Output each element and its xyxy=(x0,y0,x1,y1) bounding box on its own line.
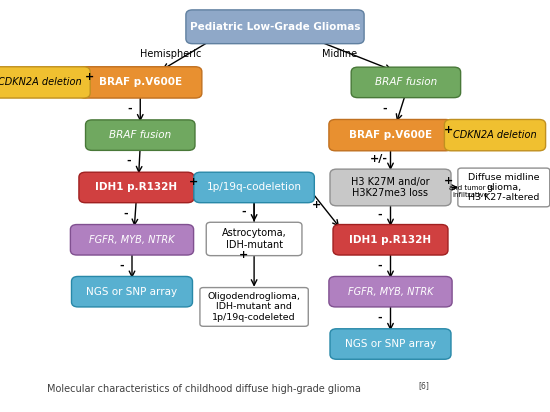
Text: CDKN2A deletion: CDKN2A deletion xyxy=(453,130,537,140)
Text: Hemispheric: Hemispheric xyxy=(140,49,201,59)
Text: -: - xyxy=(128,104,132,114)
Text: CDKN2A deletion: CDKN2A deletion xyxy=(0,77,81,87)
Text: +: + xyxy=(85,72,95,82)
Text: -: - xyxy=(377,261,382,271)
Text: -: - xyxy=(377,210,382,220)
Text: +: + xyxy=(444,125,453,135)
Text: -: - xyxy=(119,261,124,271)
FancyBboxPatch shape xyxy=(458,168,550,207)
FancyBboxPatch shape xyxy=(330,169,451,206)
Text: -: - xyxy=(241,206,246,216)
Text: Diffuse midline
glioma,
H3 K27-altered: Diffuse midline glioma, H3 K27-altered xyxy=(468,173,540,202)
Text: +: + xyxy=(444,176,453,186)
Text: [6]: [6] xyxy=(418,381,429,390)
FancyBboxPatch shape xyxy=(329,119,452,151)
FancyBboxPatch shape xyxy=(72,276,192,307)
FancyBboxPatch shape xyxy=(333,225,448,255)
FancyBboxPatch shape xyxy=(330,329,451,359)
Text: NGS or SNP array: NGS or SNP array xyxy=(345,339,436,349)
Text: NGS or SNP array: NGS or SNP array xyxy=(86,287,178,297)
Text: +: + xyxy=(312,200,321,210)
Text: Pediatric Low-Grade Gliomas: Pediatric Low-Grade Gliomas xyxy=(190,22,360,32)
FancyBboxPatch shape xyxy=(329,276,452,307)
Text: Oligodendroglioma,
IDH-mutant and
1p/19q-codeleted: Oligodendroglioma, IDH-mutant and 1p/19q… xyxy=(208,292,300,322)
Text: -: - xyxy=(377,313,382,323)
FancyBboxPatch shape xyxy=(206,222,302,255)
Text: 1p/19q-codeletion: 1p/19q-codeletion xyxy=(207,183,301,192)
Text: -: - xyxy=(383,103,387,113)
FancyBboxPatch shape xyxy=(194,172,315,203)
Text: -: - xyxy=(123,208,128,218)
FancyBboxPatch shape xyxy=(79,67,202,98)
Text: +/-: +/- xyxy=(370,154,387,164)
Text: +: + xyxy=(239,250,248,260)
Text: Midline: Midline xyxy=(322,49,358,59)
FancyBboxPatch shape xyxy=(70,225,194,255)
FancyBboxPatch shape xyxy=(444,119,546,151)
Text: Astrocytoma,
IDH-mutant: Astrocytoma, IDH-mutant xyxy=(222,228,287,250)
Text: BRAF p.V600E: BRAF p.V600E xyxy=(98,77,182,87)
Text: BRAF p.V600E: BRAF p.V600E xyxy=(349,130,432,140)
Text: FGFR, MYB, NTRK: FGFR, MYB, NTRK xyxy=(348,287,433,297)
Text: IDH1 p.R132H: IDH1 p.R132H xyxy=(349,235,432,245)
FancyBboxPatch shape xyxy=(351,67,460,98)
Text: -: - xyxy=(126,156,131,166)
FancyBboxPatch shape xyxy=(200,288,308,326)
Text: FGFR, MYB, NTRK: FGFR, MYB, NTRK xyxy=(89,235,175,245)
Text: BRAF fusion: BRAF fusion xyxy=(109,130,172,140)
FancyBboxPatch shape xyxy=(186,10,364,44)
Text: H3 K27M and/or
H3K27me3 loss: H3 K27M and/or H3K27me3 loss xyxy=(351,177,430,198)
Text: BRAF fusion: BRAF fusion xyxy=(375,77,437,87)
Text: +: + xyxy=(189,177,199,187)
FancyBboxPatch shape xyxy=(79,172,194,203)
Text: and tumor is
infiltrative: and tumor is infiltrative xyxy=(449,185,493,198)
Text: Molecular characteristics of childhood diffuse high-grade glioma: Molecular characteristics of childhood d… xyxy=(47,384,361,394)
FancyBboxPatch shape xyxy=(86,120,195,150)
FancyBboxPatch shape xyxy=(0,67,90,98)
Text: IDH1 p.R132H: IDH1 p.R132H xyxy=(95,183,178,192)
